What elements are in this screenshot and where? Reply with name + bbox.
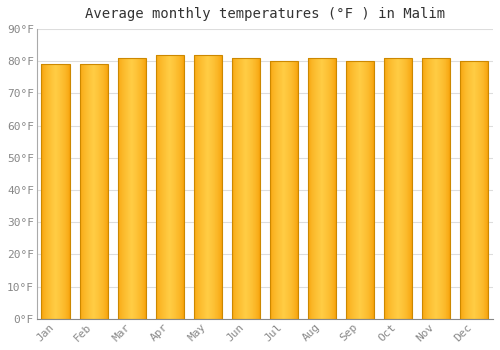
Bar [384,58,412,319]
Bar [118,58,146,319]
Bar [232,58,260,319]
Bar [156,55,184,319]
Bar [308,58,336,319]
Bar [270,61,298,319]
Bar [194,55,222,319]
Bar [460,61,488,319]
Bar [42,64,70,319]
Bar [346,61,374,319]
Bar [80,64,108,319]
Title: Average monthly temperatures (°F ) in Malim: Average monthly temperatures (°F ) in Ma… [85,7,445,21]
Bar [422,58,450,319]
